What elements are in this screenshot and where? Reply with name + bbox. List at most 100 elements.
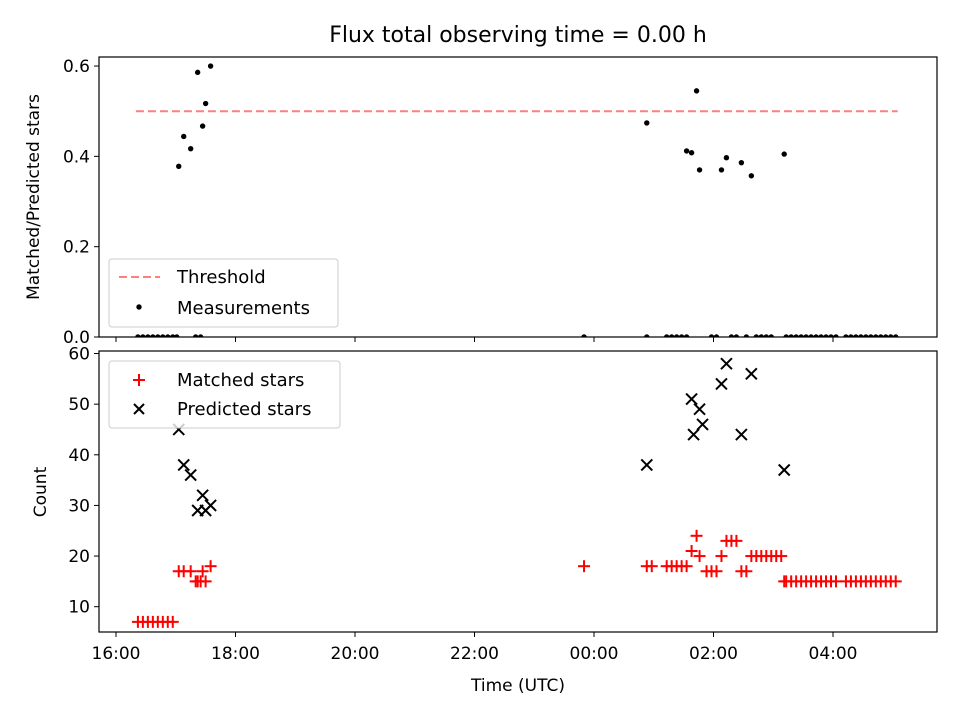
matched-star-point <box>889 575 902 588</box>
x-tick-label: 02:00 <box>689 644 738 664</box>
measurement-point <box>798 334 804 337</box>
measurement-point <box>738 159 745 166</box>
predicted-star-point <box>640 458 653 472</box>
matched-star-point <box>685 544 698 557</box>
counts-y-tick-label: 20 <box>68 547 90 567</box>
matched-star-point <box>710 565 723 578</box>
measurement-point <box>145 334 151 337</box>
counts-y-tick-label: 60 <box>68 345 90 365</box>
measurement-point <box>696 167 703 173</box>
predicted-star-point <box>184 468 197 482</box>
predicted-star-point <box>693 403 706 416</box>
matched-star-point <box>775 550 788 563</box>
measurement-point <box>888 334 894 337</box>
counts-panel: 10 20 30 40 50 60 16:00 18:00 20:00 22:00 00:00 02… <box>31 345 938 696</box>
measurement-point <box>678 334 685 337</box>
measurement-point <box>818 334 824 337</box>
legend-matched-swatch <box>133 374 145 386</box>
measurement-point <box>848 334 854 337</box>
measurement-point <box>803 334 809 337</box>
matched-star-point <box>690 529 703 542</box>
measurement-point <box>683 148 690 154</box>
measurement-point <box>758 334 764 337</box>
measurement-point <box>181 133 187 140</box>
legend-measurements-label: Measurements <box>177 298 310 319</box>
measurement-point <box>828 334 834 337</box>
ratio-y-tick-label: 0.0 <box>63 328 90 348</box>
predicted-star-point <box>177 458 190 472</box>
measurement-point <box>733 334 740 337</box>
measurement-point <box>170 334 176 337</box>
x-tick-label: 20:00 <box>331 644 380 664</box>
measurement-point <box>693 88 700 94</box>
predicted-star-point <box>696 418 709 431</box>
counts-x-ticks: 16:00 18:00 20:00 22:00 00:00 02:00 04:00 <box>92 632 858 664</box>
legend-predicted-swatch <box>133 403 145 415</box>
measurement-point <box>160 334 166 337</box>
x-tick-label: 04:00 <box>809 644 858 664</box>
measurement-point <box>192 334 199 337</box>
counts-y-axis-label: Count <box>31 466 51 517</box>
ratio-plot-area <box>135 63 899 337</box>
x-tick-label: 22:00 <box>450 644 499 664</box>
predicted-star-point <box>685 392 698 406</box>
measurement-point <box>853 334 859 337</box>
x-axis-label: Time (UTC) <box>470 676 565 696</box>
measurement-point <box>833 334 839 337</box>
predicted-star-point <box>720 357 733 370</box>
predicted-star-point <box>745 367 758 380</box>
ratio-y-axis-label: Matched/Predicted stars <box>24 94 44 300</box>
measurement-point <box>140 334 146 337</box>
measurement-point <box>165 334 171 337</box>
measurement-point <box>793 334 799 337</box>
measurement-point <box>753 334 760 337</box>
counts-axes-frame <box>98 350 938 633</box>
counts-y-tick-label: 50 <box>68 395 90 415</box>
measurement-point <box>883 334 889 337</box>
measurement-point <box>150 334 156 337</box>
matched-star-point <box>715 550 728 563</box>
legend-predicted-label: Predicted stars <box>177 399 311 420</box>
legend-measurements-swatch <box>136 304 142 310</box>
measurement-point <box>663 334 670 337</box>
predicted-star-point <box>687 428 700 441</box>
measurement-point <box>197 334 204 337</box>
matched-star-point <box>740 565 753 578</box>
measurement-point <box>581 334 587 337</box>
ratio-y-tick-label: 0.2 <box>63 238 90 258</box>
measurement-point <box>668 334 675 337</box>
measurement-point <box>718 167 725 173</box>
measurement-point <box>708 334 715 337</box>
matched-star-point <box>693 550 706 563</box>
chart-title: Flux total observing time = 0.00 h <box>329 23 707 48</box>
counts-legend-box <box>108 360 341 429</box>
matched-star-point <box>199 575 212 588</box>
matched-star-point <box>645 560 658 573</box>
measurement-point <box>135 334 141 337</box>
ratio-y-ticks: 0.0 0.2 0.4 0.6 <box>63 57 99 348</box>
measurement-point <box>781 151 787 157</box>
measurement-point <box>868 334 874 337</box>
measurement-point <box>878 334 884 337</box>
matched-star-point <box>184 565 197 578</box>
measurement-point <box>823 334 829 337</box>
ratio-panel: 0.0 0.2 0.4 0.6 Matched/Predicted stars Thr… <box>24 56 938 348</box>
counts-plot-area <box>131 357 902 628</box>
predicted-star-point <box>715 377 728 391</box>
x-tick-label: 00:00 <box>570 644 619 664</box>
measurement-point <box>723 155 730 161</box>
measurement-point <box>194 69 201 76</box>
measurement-point <box>768 334 774 337</box>
measurement-point <box>644 334 650 337</box>
measurement-point <box>783 334 789 337</box>
matched-star-point <box>578 560 591 573</box>
predicted-star-point <box>196 489 209 502</box>
measurement-point <box>673 334 680 337</box>
measurement-point <box>202 100 209 107</box>
counts-y-tick-label: 30 <box>68 496 90 516</box>
x-tick-label: 18:00 <box>211 644 260 664</box>
matched-star-point <box>204 560 217 573</box>
measurement-point <box>688 150 695 156</box>
measurement-point <box>763 334 769 337</box>
